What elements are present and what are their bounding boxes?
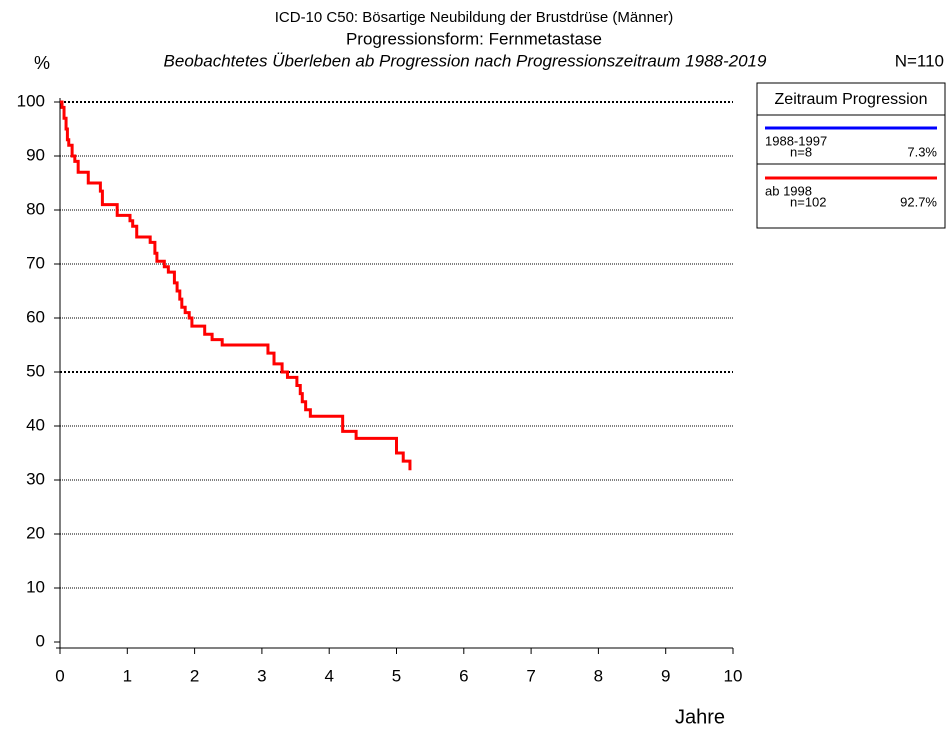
x-axis-label: Jahre [675, 706, 725, 728]
legend-count: n=102 [790, 194, 827, 209]
y-tick-label: 90 [26, 145, 45, 164]
y-axis-label: % [34, 53, 50, 73]
legend-label: 1988-1997 [765, 133, 827, 148]
x-tick-label: 7 [526, 666, 535, 685]
x-tick-label: 8 [594, 666, 603, 685]
y-tick-label: 0 [36, 631, 45, 650]
y-tick-label: 20 [26, 523, 45, 542]
x-tick-label: 0 [55, 666, 64, 685]
legend-count: n=8 [790, 144, 812, 159]
x-tick-label: 2 [190, 666, 199, 685]
y-tick-label: 30 [26, 469, 45, 488]
legend-share: 7.3% [907, 144, 937, 159]
legend-share: 92.7% [900, 194, 937, 209]
x-tick-label: 5 [392, 666, 401, 685]
x-tick-label: 4 [324, 666, 333, 685]
legend: Zeitraum Progression [756, 82, 946, 229]
x-tick-label: 3 [257, 666, 266, 685]
legend-label: ab 1998 [765, 183, 812, 198]
chart-caption: Beobachtetes Überleben ab Progression na… [164, 51, 767, 70]
x-tick-label: 6 [459, 666, 468, 685]
y-tick-label: 10 [26, 577, 45, 596]
y-tick-label: 50 [26, 361, 45, 380]
chart-subtitle: Progressionsform: Fernmetastase [346, 29, 602, 48]
legend-box [756, 82, 946, 229]
chart-title: ICD-10 C50: Bösartige Neubildung der Bru… [275, 9, 674, 26]
survival-curve [60, 100, 412, 471]
y-tick-label: 70 [26, 253, 45, 272]
legend-title: Zeitraum Progression [775, 91, 928, 108]
x-tick-label: 9 [661, 666, 670, 685]
y-tick-label: 80 [26, 199, 45, 218]
y-tick-label: 60 [26, 307, 45, 326]
n-total: N=110 [895, 51, 944, 70]
y-tick-label: 100 [17, 91, 45, 110]
x-tick-label: 1 [123, 666, 132, 685]
x-tick-label: 10 [724, 666, 743, 685]
y-tick-label: 40 [26, 415, 45, 434]
